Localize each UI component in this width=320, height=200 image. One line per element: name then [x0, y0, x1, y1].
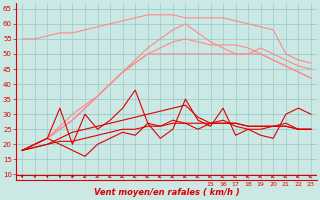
X-axis label: Vent moyen/en rafales ( km/h ): Vent moyen/en rafales ( km/h ) — [94, 188, 239, 197]
